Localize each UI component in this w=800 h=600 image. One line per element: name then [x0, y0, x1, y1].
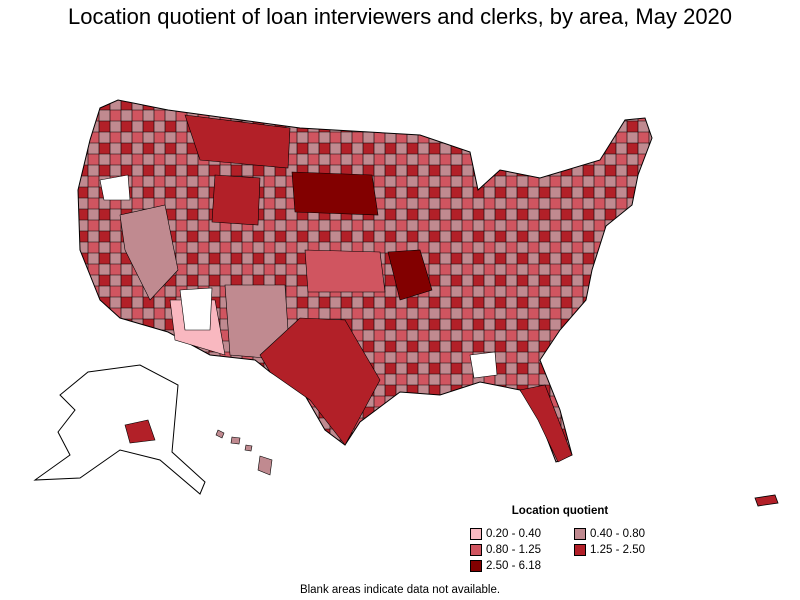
map-title: Location quotient of loan interviewers a… — [67, 4, 733, 29]
wyoming-region — [211, 174, 261, 226]
hawaii-region — [215, 429, 225, 439]
legend-swatch — [470, 543, 482, 556]
nevada-region — [119, 204, 179, 301]
legend-item: 0.40 - 0.80 — [574, 526, 674, 541]
legend-swatch — [470, 559, 482, 572]
legend-item: 2.50 - 6.18 — [470, 558, 574, 573]
legend-label: 1.25 - 2.50 — [590, 543, 645, 556]
florida-region — [519, 384, 573, 463]
kansas-region — [304, 249, 386, 293]
legend: Location quotient 0.20 - 0.40 0.40 - 0.8… — [470, 505, 670, 573]
blank-area — [469, 351, 498, 379]
footnote: Blank areas indicate data not available. — [299, 584, 501, 596]
legend-item: 0.80 - 1.25 — [470, 542, 574, 557]
legend-label: 0.80 - 1.25 — [486, 543, 541, 556]
legend-label: 0.20 - 0.40 — [486, 527, 541, 540]
hawaii-region — [257, 455, 273, 476]
hawaii-region — [244, 444, 253, 452]
texas-region — [259, 317, 381, 446]
legend-title: Location quotient — [511, 505, 609, 517]
montana-region — [184, 114, 291, 169]
legend-label: 2.50 - 6.18 — [486, 559, 541, 572]
missouri-region — [387, 249, 433, 301]
alaska-anchorage-region — [124, 419, 156, 444]
legend-swatch — [574, 527, 586, 540]
hawaii-region — [230, 436, 241, 445]
great-plains-region — [291, 171, 379, 216]
legend-item: 1.25 - 2.50 — [574, 542, 674, 557]
blank-area — [99, 174, 131, 201]
alaska-region — [33, 364, 206, 495]
legend-label: 0.40 - 0.80 — [590, 527, 645, 540]
legend-swatch — [470, 527, 482, 540]
legend-items: 0.20 - 0.40 0.40 - 0.80 0.80 - 1.25 1.25… — [470, 526, 670, 573]
legend-item: 0.20 - 0.40 — [470, 526, 574, 541]
puerto-rico-region — [754, 494, 779, 507]
legend-swatch — [574, 543, 586, 556]
blank-area — [179, 287, 213, 331]
